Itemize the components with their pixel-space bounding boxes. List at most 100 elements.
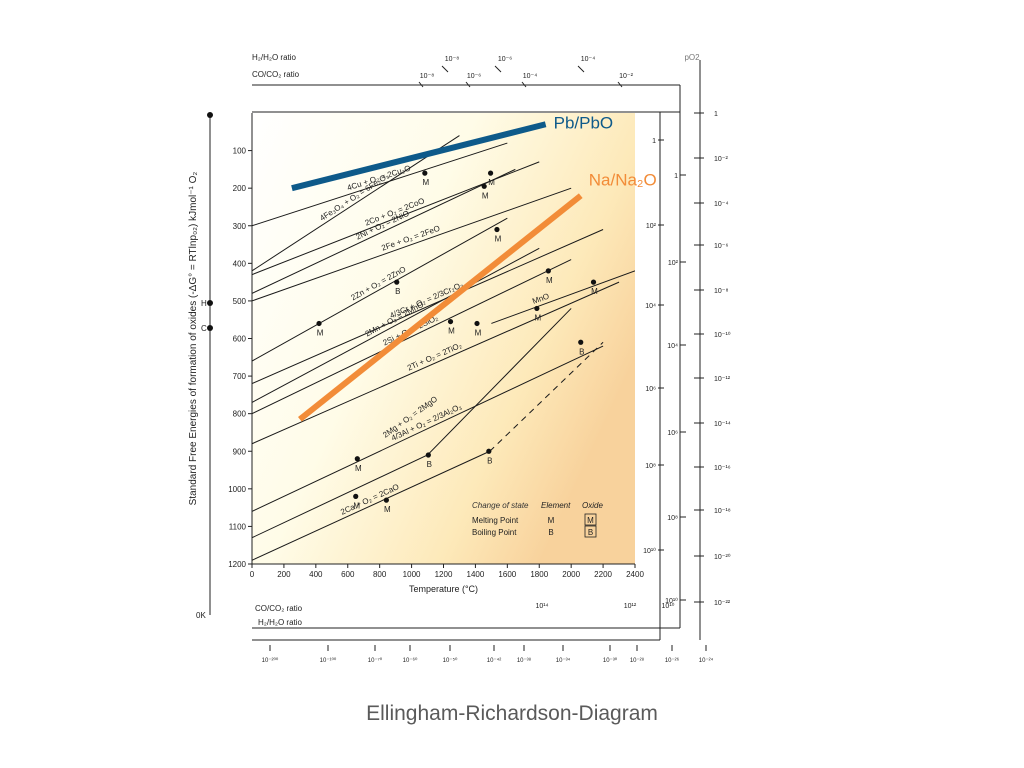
top-h2-tick: [577, 65, 585, 73]
x-axis-label: Temperature (°C): [409, 584, 478, 594]
right-h2-tick-label: 10⁴: [667, 343, 678, 350]
state-change-point: [534, 305, 540, 312]
bottom-po2-tick-label: 10⁻¹⁰⁰: [320, 657, 337, 664]
right-po2-tick-label: 10⁻⁶: [714, 243, 728, 250]
y-tick-label: 800: [233, 410, 247, 419]
right-po2-tick-label: 10⁻¹⁶: [714, 465, 731, 472]
top-h2-tick-label: 10⁻⁸: [445, 56, 459, 63]
right-h2-tick-label: 10⁸: [667, 515, 678, 522]
legend-title-change: Change of state: [472, 501, 529, 510]
top-h2-tick: [494, 65, 502, 73]
state-change-label: M: [495, 235, 502, 244]
po2-label: pO2: [684, 53, 700, 62]
legend-oxide-box: [584, 525, 597, 538]
state-change-point: [474, 320, 480, 327]
legend-title-oxide: Oxide: [582, 501, 603, 510]
chart-svg: 1002003004005006007008009001000110012000…: [188, 53, 731, 664]
x-tick-label: 400: [309, 570, 323, 579]
left-scale-0k-label: 0K: [196, 611, 206, 620]
x-tick-label: 2200: [594, 570, 612, 579]
right-po2-tick-label: 10⁻⁸: [714, 288, 728, 295]
na-na2o-line: [298, 193, 583, 422]
right-po2-tick-label: 10⁻¹⁸: [714, 508, 731, 515]
top-co-tick: [465, 81, 471, 88]
bottom-po2-tick-label: 10⁻²⁰⁰: [262, 657, 279, 664]
state-change-label: B: [487, 456, 492, 465]
left-scale-origin-point: [207, 112, 213, 118]
y-tick-label: 300: [233, 222, 247, 231]
state-change-label: B: [395, 287, 400, 296]
state-change-label: B: [427, 460, 432, 469]
y-tick-label: 500: [233, 297, 247, 306]
right-co-tick-label: 10⁶: [645, 386, 656, 393]
reaction-line: [252, 135, 460, 272]
legend-row-oxide: M: [587, 516, 594, 525]
reaction-line: [252, 229, 604, 385]
right-h2-tick-label: 10¹⁰: [665, 597, 678, 605]
na-na2o-label: Na/Na₂O: [589, 171, 657, 190]
bottom-po2-tick-label: 10⁻⁵⁰: [443, 657, 458, 664]
x-tick-label: 2400: [626, 570, 644, 579]
state-change-label: M: [591, 287, 598, 296]
right-co-tick-label: 10⁴: [645, 303, 656, 310]
pb-pbo-line: [291, 121, 547, 192]
state-change-label: M: [448, 327, 455, 336]
bottom-po2-tick-label: 10⁻⁷⁰: [368, 657, 383, 664]
top-co-tick-label: 10⁻²: [619, 73, 633, 80]
x-tick-label: 600: [341, 570, 355, 579]
top-h2-tick-label: 10⁻⁶: [498, 56, 512, 63]
y-tick-label: 1100: [229, 522, 247, 531]
legend-row-element: B: [548, 528, 553, 537]
x-tick-label: 1800: [530, 570, 548, 579]
legend-row-label: Boiling Point: [472, 528, 517, 537]
state-change-label: M: [384, 505, 391, 514]
right-po2-tick-label: 10⁻⁴: [714, 201, 729, 208]
x-tick-label: 200: [277, 570, 291, 579]
x-tick-label: 1600: [498, 570, 516, 579]
state-change-point: [394, 279, 400, 285]
legend-row-label: Melting Point: [472, 516, 519, 525]
top-h2-ratio-label: H₂/H₂O ratio: [252, 53, 297, 62]
bottom-po2-tick-label: 10⁻⁶⁰: [403, 657, 418, 664]
top-co-tick-label: 10⁻⁶: [467, 73, 481, 80]
state-change-label: M: [353, 501, 360, 510]
top-h2-tick-label: 10⁻⁴: [581, 56, 596, 63]
right-co-tick-label: 1: [652, 138, 656, 145]
bottom-po2-tick-label: 10⁻²⁸: [630, 657, 645, 664]
y-tick-label: 1000: [228, 485, 246, 494]
reaction-line-dashed: [489, 341, 604, 452]
top-co-tick-label: 10⁻⁸: [420, 73, 434, 80]
pb-pbo-label: Pb/PbO: [554, 113, 614, 132]
left-scale-h-point: [207, 300, 213, 306]
right-co-tick-label: 10²: [646, 223, 657, 230]
state-change-point: [494, 226, 500, 233]
top-h2-tick: [441, 65, 449, 73]
state-change-point: [590, 279, 597, 285]
x-tick-label: 0: [250, 570, 255, 579]
state-change-point: [447, 318, 454, 325]
bottom-po2-tick-label: 10⁻²⁶: [665, 657, 680, 664]
y-tick-label: 1200: [228, 560, 246, 569]
state-change-label: M: [546, 276, 553, 285]
right-po2-tick-label: 10⁻¹²: [714, 376, 731, 383]
left-scale-c-point: [207, 325, 213, 331]
y-tick-label: 900: [233, 447, 247, 456]
top-co-tick: [521, 81, 527, 88]
state-change-label: M: [482, 191, 489, 200]
bottom-co-tick-label: 10¹²: [624, 603, 637, 610]
top-co-tick: [418, 81, 424, 88]
bottom-po2-tick-label: 10⁻²⁴: [699, 657, 714, 664]
state-change-point: [578, 339, 584, 345]
legend-title-element: Element: [541, 501, 571, 510]
state-change-point: [487, 170, 494, 176]
right-po2-tick-label: 10⁻²: [714, 156, 728, 163]
right-h2-tick-label: 10⁶: [667, 430, 678, 437]
reaction-line: [252, 187, 572, 302]
bottom-po2-tick-label: 10⁻³⁸: [517, 657, 532, 664]
diagram-caption: Ellingham-Richardson-Diagram: [366, 702, 658, 725]
state-change-label: M: [355, 464, 362, 473]
right-co-tick-label: 10⁸: [645, 463, 656, 470]
state-change-point: [316, 320, 322, 327]
right-po2-tick-label: 10⁻²⁰: [714, 553, 731, 561]
